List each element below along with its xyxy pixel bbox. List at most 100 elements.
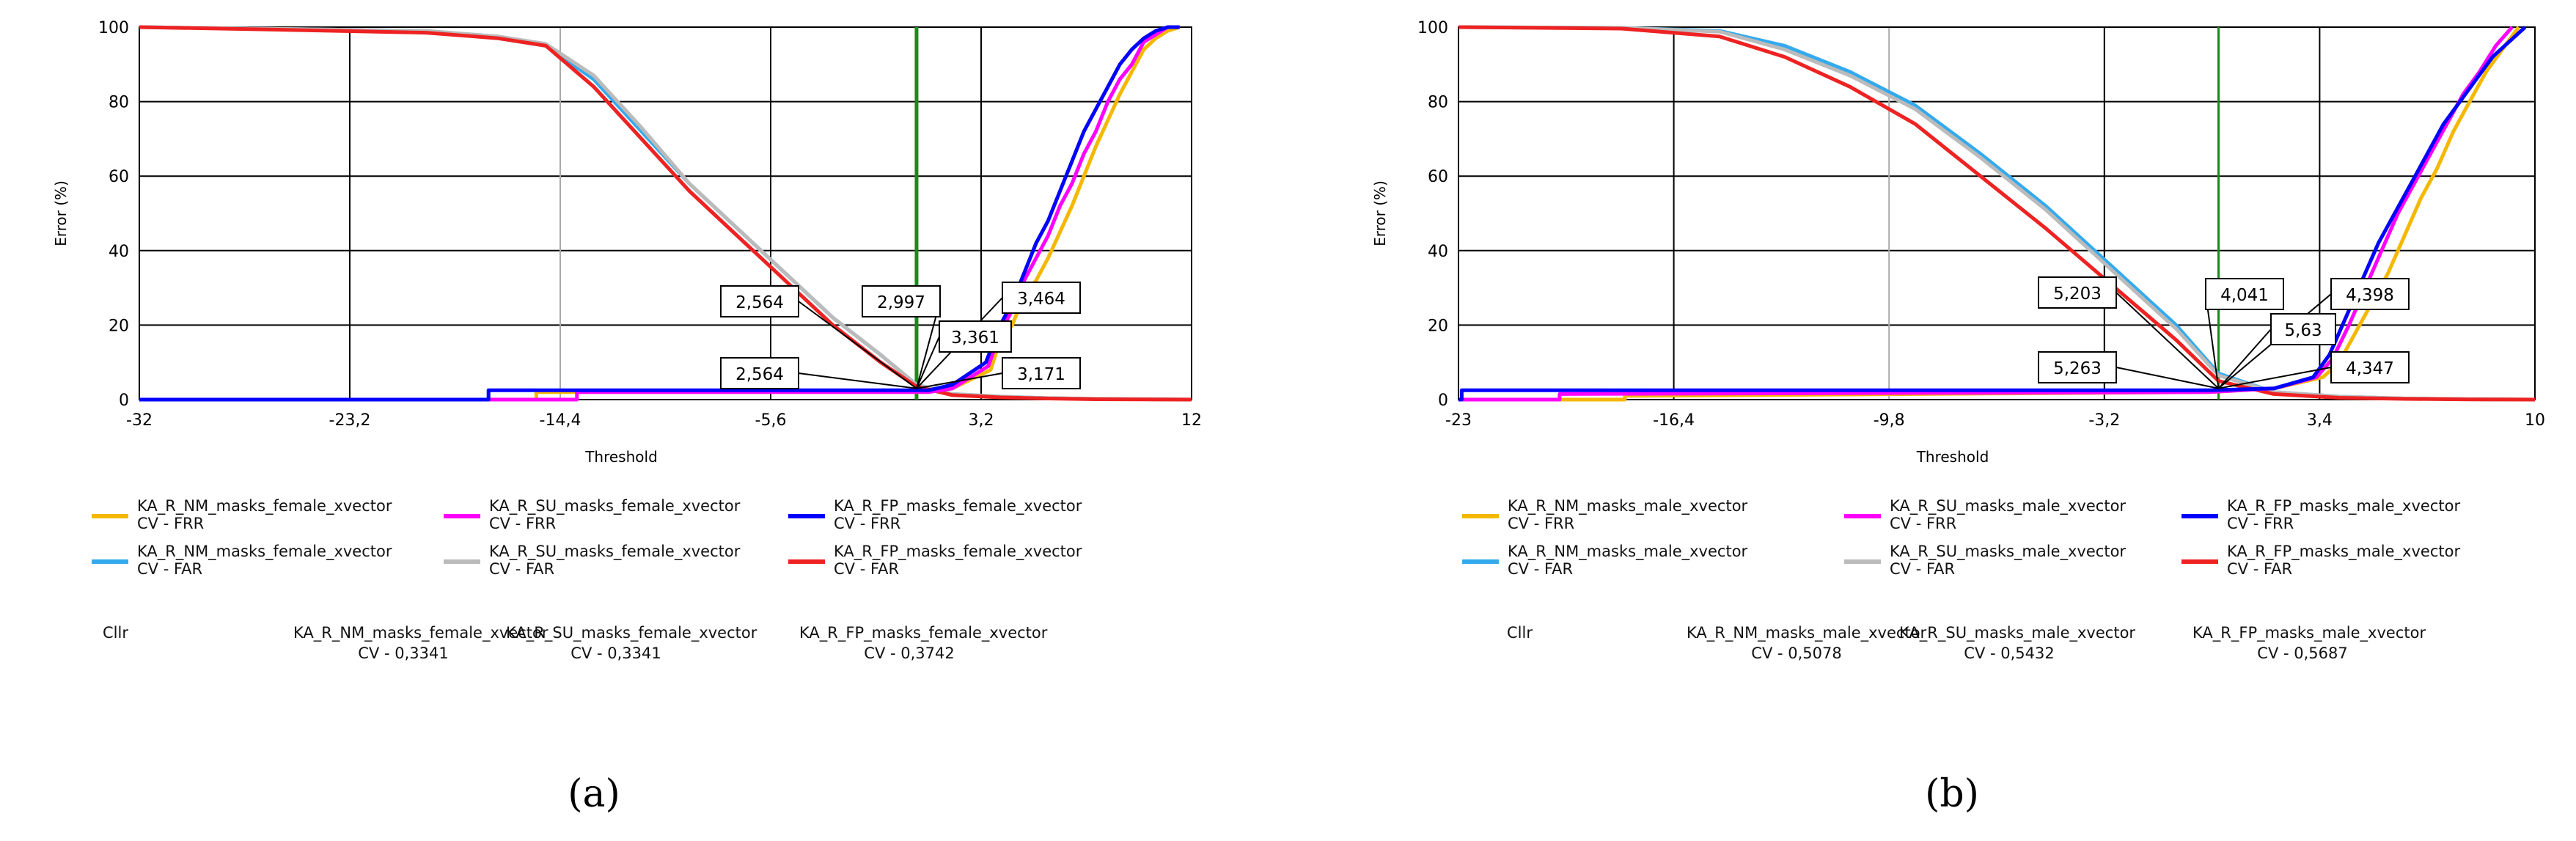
cllr-label: Cllr xyxy=(1507,624,1533,642)
callout-value: 4,347 xyxy=(2346,359,2394,378)
legend-entry-label: CV - FRR xyxy=(2227,515,2294,532)
series-line-ka-r-su-masks-male-xvector-cv-frr xyxy=(1458,26,2514,402)
series-line-ka-r-nm-masks-male-xvector-cv-far xyxy=(1458,25,2536,402)
eer-callout: 4,398 xyxy=(2217,278,2410,389)
legend-entry-label: CV - FRR xyxy=(489,515,556,532)
legend-entry-label: KA_R_NM_masks_female_xvector xyxy=(137,497,392,515)
legend-entry-label: KA_R_FP_masks_female_xvector xyxy=(834,497,1082,515)
x-tick-label: -16,4 xyxy=(1653,411,1695,430)
y-tick-label: 60 xyxy=(109,168,129,186)
callout-box xyxy=(862,285,941,317)
cllr-entry-value: CV - 0,3341 xyxy=(570,644,661,662)
x-axis-title: Threshold xyxy=(1916,448,1989,466)
callout-leader xyxy=(2218,367,2332,389)
gridlines xyxy=(1458,26,2536,400)
legend-entry-label: CV - FAR xyxy=(489,560,554,578)
legend-entry-label: KA_R_SU_masks_male_xvector xyxy=(1890,543,2126,561)
eer-callout: 5,203 xyxy=(2038,276,2220,389)
callout-value: 3,171 xyxy=(1017,365,1065,384)
x-axis-title: Threshold xyxy=(584,448,658,466)
cllr-entry-value: CV - 0,3742 xyxy=(864,644,954,662)
x-tick-label: 10 xyxy=(2525,411,2545,430)
y-tick-label: 80 xyxy=(1428,94,1448,112)
cllr-entry-name: KA_R_FP_masks_female_xvector xyxy=(799,624,1048,642)
panel-a: 0 20 40 60 80 100 -32 -23,2 -14,4 -5,6 3,2 12 Thresh… xyxy=(0,0,1288,837)
eer-callout: 2,564 xyxy=(720,357,917,389)
legend-entry-label: CV - FAR xyxy=(1508,560,1573,578)
cllr-label: Cllr xyxy=(103,624,128,642)
legend-entry-label: CV - FRR xyxy=(137,515,204,532)
legend-entry-label: CV - FAR xyxy=(137,560,202,578)
legend-entry-label: KA_R_FP_masks_male_xvector xyxy=(2227,543,2460,561)
legend-entry-label: KA_R_NM_masks_male_xvector xyxy=(1508,497,1748,515)
y-tick-label: 80 xyxy=(109,94,129,112)
y-tick-label: 100 xyxy=(98,19,129,37)
callout-leader xyxy=(916,336,940,389)
callout-value: 2,997 xyxy=(877,293,925,312)
x-tick-label: -23,2 xyxy=(329,411,371,430)
cllr-entry-name: KA_R_SU_masks_male_xvector xyxy=(1899,624,2135,642)
series-line-ka-r-su-masks-male-xvector-cv-far xyxy=(1458,25,2536,402)
legend-entry-label: KA_R_SU_masks_female_xvector xyxy=(489,497,741,515)
series-line-ka-r-fp-masks-female-xvector-cv-far xyxy=(139,25,1192,402)
legend-entry-label: CV - FRR xyxy=(834,515,900,532)
gridlines xyxy=(139,26,1192,400)
y-tick-label: 40 xyxy=(1428,243,1448,261)
callout-box xyxy=(2330,278,2410,310)
callout-leader xyxy=(916,372,1003,389)
cllr-entry-name: KA_R_NM_masks_male_xvector xyxy=(1687,624,1927,642)
plot-frame xyxy=(1458,26,2536,400)
cllr-entry-name: KA_R_FP_masks_male_xvector xyxy=(2192,624,2426,642)
x-tick-label: -32 xyxy=(126,411,153,430)
eer-callout: 5,263 xyxy=(2038,351,2219,389)
y-tick-label: 100 xyxy=(1417,19,1448,37)
callout-value: 2,564 xyxy=(735,365,784,384)
series-line-ka-r-su-masks-female-xvector-cv-frr xyxy=(139,25,1180,402)
x-tick-label: -5,6 xyxy=(755,411,787,430)
chart-a: 0 20 40 60 80 100 -32 -23,2 -14,4 -5,6 3,2 12 Thresh… xyxy=(52,19,1202,816)
x-tick-label: 12 xyxy=(1181,411,1202,430)
callout-value: 3,464 xyxy=(1017,290,1065,309)
legend-entry-label: CV - FAR xyxy=(1890,560,1955,578)
y-tick-label: 20 xyxy=(1428,317,1448,335)
callout-box xyxy=(2330,351,2410,383)
panel-b: 0 20 40 60 80 100 -23 -16,4 -9,8 -3,2 3,4 10 Thresho… xyxy=(1288,0,2576,837)
panel-caption: (a) xyxy=(568,772,620,816)
x-tick-label: 3,4 xyxy=(2307,411,2333,430)
x-tick-label: -3,2 xyxy=(2088,411,2120,430)
callout-box xyxy=(1002,282,1081,314)
panel-caption: (b) xyxy=(1925,772,1979,816)
eer-callout: 3,361 xyxy=(916,320,1012,389)
y-axis-title: Error (%) xyxy=(52,180,70,246)
cllr-entry-value: CV - 0,5432 xyxy=(1964,644,2054,662)
legend-entry-label: KA_R_FP_masks_male_xvector xyxy=(2227,497,2460,515)
callout-value: 5,203 xyxy=(2053,284,2102,304)
y-tick-label: 0 xyxy=(119,392,129,410)
eer-callout: 4,347 xyxy=(2218,351,2410,389)
cllr-entry-value: CV - 0,3341 xyxy=(358,644,448,662)
x-tick-label: 3,2 xyxy=(969,411,994,430)
callout-leader xyxy=(798,372,917,389)
callout-box xyxy=(720,285,799,317)
callout-box xyxy=(720,357,799,389)
plot-frame xyxy=(139,26,1192,400)
callout-value: 4,041 xyxy=(2220,286,2269,305)
cllr-entry-name: KA_R_NM_masks_female_xvector xyxy=(293,624,548,642)
legend-entry-label: KA_R_SU_masks_female_xvector xyxy=(489,543,741,561)
series-line-ka-r-fp-masks-male-xvector-cv-frr xyxy=(1458,26,2527,402)
legend-entry-label: KA_R_SU_masks_male_xvector xyxy=(1890,497,2126,515)
series-line-ka-r-su-masks-female-xvector-cv-far xyxy=(139,25,1192,402)
legend-entry-label: KA_R_FP_masks_female_xvector xyxy=(834,543,1082,561)
x-tick-label: -14,4 xyxy=(540,411,581,430)
callout-box xyxy=(2205,278,2284,310)
callout-leader xyxy=(2217,328,2272,389)
callout-box xyxy=(2038,351,2117,383)
x-tick-label: -23 xyxy=(1445,411,1472,430)
callout-value: 5,63 xyxy=(2284,321,2322,340)
legend-entry-label: KA_R_NM_masks_female_xvector xyxy=(137,543,392,561)
series-line-ka-r-fp-masks-female-xvector-cv-frr xyxy=(139,25,1180,402)
legend-entry-label: CV - FAR xyxy=(834,560,899,578)
callout-leader xyxy=(2116,292,2220,389)
series-line-ka-r-fp-masks-male-xvector-cv-far xyxy=(1458,25,2536,402)
y-tick-label: 40 xyxy=(109,243,129,261)
